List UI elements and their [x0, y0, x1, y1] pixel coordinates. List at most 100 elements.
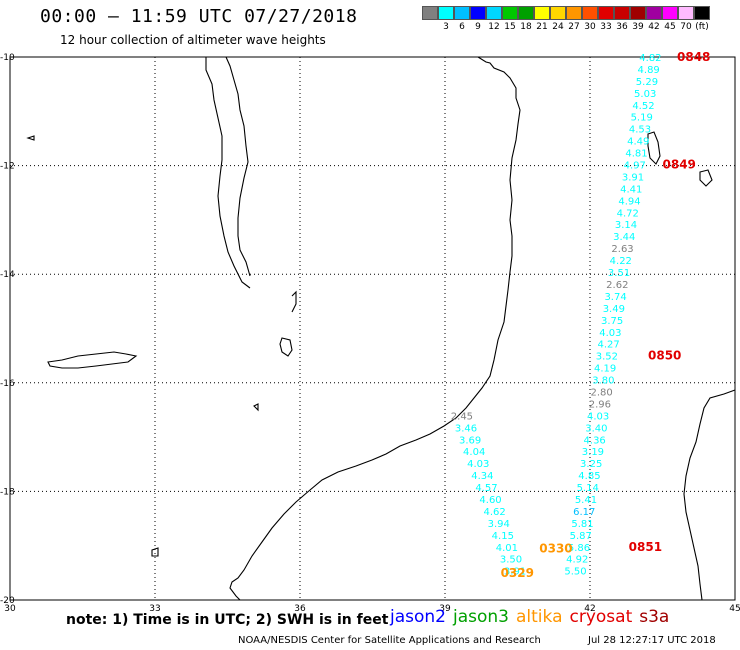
wave-height-value: 6.17 [573, 507, 595, 518]
legend-swatch [694, 6, 710, 20]
wave-height-value: 4.03 [467, 459, 489, 470]
legend-label: 45 [664, 22, 676, 32]
wave-height-value: 4.53 [629, 125, 651, 136]
legend-label: 33 [600, 22, 612, 32]
wave-height-value: 4.81 [625, 149, 647, 160]
wave-height-value: 3.25 [580, 459, 602, 470]
wave-height-value: 5.87 [570, 531, 592, 542]
chilwa-lake [279, 337, 293, 357]
lon-tick-label: 36 [294, 604, 306, 614]
coastlines [26, 56, 736, 601]
satellite-name: s3a [639, 607, 670, 627]
shire-river [291, 290, 297, 313]
mainland-coast [229, 56, 521, 601]
lat-tick-label: -16 [0, 379, 15, 389]
wave-height-value: 3.80 [592, 376, 614, 387]
satellite-name: jason2 [390, 607, 446, 627]
lake-malawi-east-shore [225, 56, 251, 277]
legend-swatch [550, 6, 566, 20]
wave-height-value: 3.44 [613, 232, 635, 243]
wave-height-value: 5.03 [634, 89, 656, 100]
wave-height-value: 4.57 [475, 483, 497, 494]
wave-height-value: 4.41 [620, 184, 642, 195]
wave-height-value: 4.36 [584, 435, 606, 446]
wave-height-value: 5.41 [575, 495, 597, 506]
wave-height-value: 4.49 [627, 137, 649, 148]
wave-height-value: 4.97 [624, 161, 646, 172]
wave-height-value: 4.89 [638, 65, 660, 76]
wave-height-value: 3.75 [601, 316, 623, 327]
madagascar-coast [683, 389, 736, 601]
legend-labels: 3 6 9 12 15 18 21 24 27 30 33 36 39 42 45 70 (ft) [422, 22, 740, 34]
legend-label: 18 [520, 22, 532, 32]
wave-height-value: 2.45 [451, 411, 473, 422]
satellite-name: altika [516, 607, 563, 627]
wave-height-value: 4.03 [599, 328, 621, 339]
wave-height-value: 4.15 [492, 531, 514, 542]
wave-height-value: 3.40 [585, 423, 607, 434]
satellite-name: cryosat [569, 607, 633, 627]
pass-time-label: 0851 [629, 540, 662, 554]
wave-height-value: 4.03 [587, 411, 609, 422]
wave-height-value: 4.60 [479, 495, 501, 506]
pass-time-label: 0330 [539, 541, 572, 555]
wave-height-value: 4.62 [484, 507, 506, 518]
map-note: note: 1) Time is in UTC; 2) SWH is in fe… [66, 612, 389, 628]
legend-swatch [502, 6, 518, 20]
wave-height-value: 3.69 [459, 435, 481, 446]
credit-line: NOAA/NESDIS Center for Satellite Applica… [238, 635, 541, 646]
legend-label: 30 [584, 22, 596, 32]
lat-tick-label: -14 [0, 270, 15, 280]
legend-label: 3 [443, 22, 449, 32]
islet-small [151, 547, 159, 557]
legend-label: 24 [552, 22, 564, 32]
map-subtitle: 12 hour collection of altimeter wave hei… [60, 33, 326, 47]
legend-label: (ft) [695, 22, 709, 32]
legend-swatch [486, 6, 502, 20]
wave-height-value: 4.19 [594, 364, 616, 375]
lake-cahora-bassa [47, 351, 138, 369]
wave-height-value: 3.91 [622, 172, 644, 183]
wave-height-value: 3.51 [608, 268, 630, 279]
legend-swatch [662, 6, 678, 20]
lon-tick-label: 39 [439, 604, 451, 614]
wave-height-value: 3.19 [582, 447, 604, 458]
lon-tick-label: 45 [729, 604, 740, 614]
legend-swatch [646, 6, 662, 20]
pass-time-label: 0848 [677, 50, 710, 64]
wave-height-value: 5.14 [577, 483, 599, 494]
wave-height-value: 4.01 [496, 543, 518, 554]
lat-tick-label: -20 [0, 596, 15, 606]
islet-west [26, 135, 35, 141]
lon-tick-label: 33 [149, 604, 160, 614]
wave-height-value: 2.63 [611, 244, 633, 255]
legend-swatch [566, 6, 582, 20]
legend-label: 15 [504, 22, 516, 32]
wave-height-value: 3.49 [603, 304, 625, 315]
wave-height-value: 4.92 [566, 555, 588, 566]
wave-height-value: 3.94 [488, 519, 510, 530]
lon-tick-label: 30 [4, 604, 16, 614]
wave-height-value: 2.80 [591, 387, 613, 398]
wave-height-value: 3.14 [615, 220, 637, 231]
legend-label: 12 [488, 22, 500, 32]
pass-time-label: 0329 [501, 566, 534, 580]
graticule [10, 57, 735, 600]
wave-height-value: 4.72 [617, 208, 639, 219]
map-title: 00:00 – 11:59 UTC 07/27/2018 [40, 6, 358, 27]
lat-tick-label: -12 [0, 162, 15, 172]
wave-height-value: 4.34 [471, 471, 493, 482]
legend-swatch [598, 6, 614, 20]
wave-height-value: 3.46 [455, 423, 477, 434]
legend-swatch [614, 6, 630, 20]
satellite-name: jason3 [453, 607, 509, 627]
legend-swatch [470, 6, 486, 20]
wave-height-value: 4.52 [632, 101, 654, 112]
generation-timestamp: Jul 28 12:27:17 UTC 2018 [588, 635, 716, 646]
legend-swatch [454, 6, 470, 20]
color-legend [422, 6, 710, 20]
islet-south [253, 403, 259, 412]
wave-height-value: 5.50 [564, 567, 586, 578]
